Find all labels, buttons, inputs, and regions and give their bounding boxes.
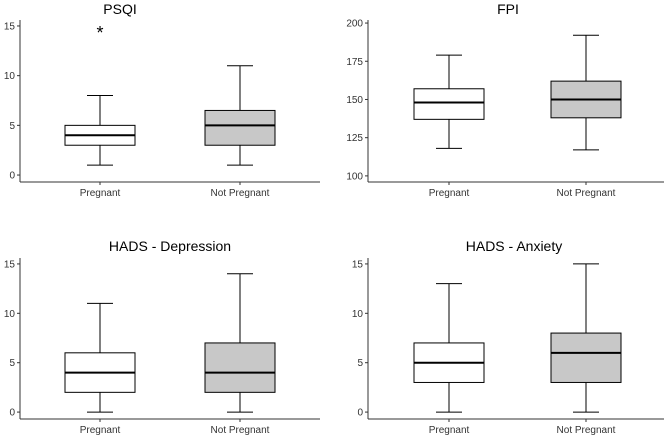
box-pregnant	[413, 283, 485, 413]
x-category-label: Not Pregnant	[557, 188, 616, 199]
panel-title: FPI	[497, 1, 519, 17]
panel-title: HADS - Anxiety	[466, 238, 562, 254]
significance-asterisk: *	[96, 23, 103, 43]
box-not-pregnant	[550, 34, 622, 151]
panel-3: HADS - Depression 0 5 10 15 Pregnant Not Pregn…	[4, 238, 320, 436]
box-pregnant	[64, 302, 136, 413]
y-tick-label: 10	[4, 309, 16, 320]
y-tick-label: 125	[346, 133, 363, 144]
y-tick-label: 5	[9, 358, 15, 369]
panel-2: FPI 100 125 150 175 200 Pregnant Not Pregnant	[346, 1, 664, 199]
panel-title: PSQI	[103, 1, 136, 17]
box-pregnant	[64, 95, 136, 166]
panel-4: HADS - Anxiety 0 5 10 15 Pregnant Not Pregnant	[352, 238, 664, 436]
y-tick-label: 175	[346, 57, 363, 68]
box-not-pregnant	[204, 273, 276, 413]
y-tick-label: 0	[357, 408, 363, 419]
y-tick-label: 10	[4, 71, 16, 82]
y-tick-label: 15	[4, 259, 16, 270]
x-category-label: Not Pregnant	[211, 425, 270, 436]
y-tick-label: 15	[4, 21, 16, 32]
x-category-label: Not Pregnant	[557, 425, 616, 436]
y-tick-label: 100	[346, 171, 363, 182]
y-tick-label: 10	[352, 309, 364, 320]
x-category-label: Pregnant	[80, 188, 121, 199]
y-tick-label: 5	[357, 358, 363, 369]
y-tick-label: 15	[352, 259, 364, 270]
box-not-pregnant	[204, 65, 276, 166]
iqr-box	[204, 109, 276, 146]
x-category-label: Pregnant	[429, 188, 470, 199]
y-tick-label: 150	[346, 95, 363, 106]
x-category-label: Not Pregnant	[211, 188, 270, 199]
y-tick-label: 200	[346, 19, 363, 30]
panel-title: HADS - Depression	[109, 238, 231, 254]
iqr-box	[550, 332, 622, 383]
y-tick-label: 0	[9, 171, 15, 182]
x-category-label: Pregnant	[429, 425, 470, 436]
box-not-pregnant	[550, 263, 622, 413]
panel-1: PSQI 0 5 10 15 Pregnant Not Pregnant *	[4, 1, 320, 199]
iqr-box	[413, 88, 485, 120]
y-tick-label: 0	[9, 408, 15, 419]
y-tick-label: 5	[9, 121, 15, 132]
x-category-label: Pregnant	[80, 425, 121, 436]
iqr-box	[204, 342, 276, 393]
box-pregnant	[413, 54, 485, 149]
